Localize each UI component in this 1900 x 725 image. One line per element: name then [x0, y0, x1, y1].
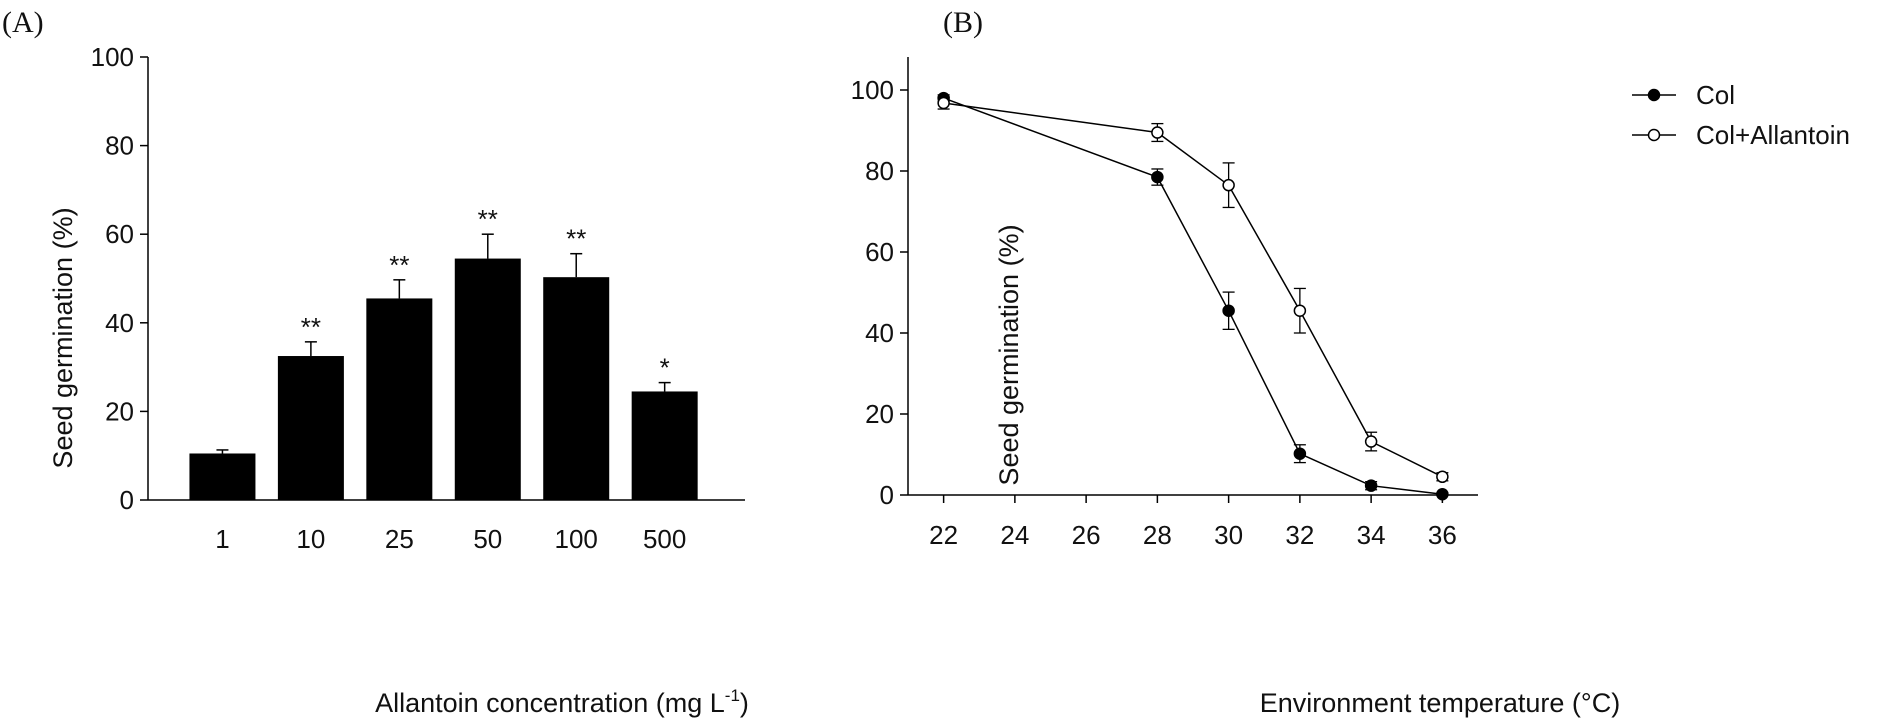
data-point-col [1293, 447, 1307, 460]
panel-a-y-tick-label: 20 [105, 396, 134, 426]
panel-a-significance-marks: ********* [301, 204, 670, 382]
data-point-col-allantoin [1293, 304, 1307, 317]
panel-a-significance-mark: ** [566, 224, 586, 254]
panel-b-x-tick-label: 22 [929, 520, 958, 550]
panel-b-x-tick-label: 30 [1214, 520, 1243, 550]
panel-a-x-tick-label: 500 [643, 524, 686, 554]
panel-b-y-ticks: 0 20 40 60 80 100 [851, 75, 908, 510]
panel-a-bar [189, 453, 256, 500]
panel-a-x-axis-label-tail: ) [740, 688, 749, 718]
panel-a-bar [277, 356, 344, 500]
panel-a-significance-mark: ** [389, 250, 409, 280]
legend-label-col-allantoin: Col+Allantoin [1696, 120, 1850, 150]
legend-marker-col-allantoin [1647, 128, 1661, 142]
panel-a-significance-mark: * [660, 353, 670, 383]
panel-b-x-tick-label: 36 [1428, 520, 1457, 550]
data-point-col-allantoin [1222, 178, 1235, 192]
panel-b-label: (B) [943, 6, 983, 39]
panel-a-label: (A) [2, 6, 44, 39]
panel-b-data-points [937, 91, 1449, 501]
data-point-col [1364, 479, 1378, 492]
series-line-col-allantoin [943, 102, 1443, 478]
data-point-col-allantoin [937, 96, 950, 110]
panel-a-error-bars [216, 233, 671, 454]
panel-b-x-tick-label: 24 [1000, 520, 1029, 550]
panel-a-bars [189, 258, 698, 500]
panel-a-x-tick-label: 10 [296, 524, 325, 554]
panel-b-y-axis-label: Seed germination (%) [994, 224, 1024, 485]
panel-a-x-tick-label: 25 [385, 524, 414, 554]
data-point-col-allantoin [1364, 435, 1378, 448]
panel-a-y-tick-label: 100 [91, 42, 134, 72]
panel-b-x-ticks: 22 24 26 28 30 32 34 36 [929, 495, 1457, 550]
panel-b-axes [907, 57, 1478, 496]
data-point-col-allantoin [1151, 126, 1164, 139]
panel-b-series-lines [943, 97, 1443, 495]
panel-a-bar [631, 391, 698, 500]
series-line-col [943, 97, 1443, 495]
panel-b-y-tick-label: 0 [880, 480, 894, 510]
panel-b-y-tick-label: 20 [865, 399, 894, 429]
panel-a-bar [454, 258, 521, 500]
panel-a-x-tick-label: 50 [473, 524, 502, 554]
panel-a-x-tick-label: 100 [555, 524, 598, 554]
panel-b: (B) 0 20 40 60 80 100 22 24 26 28 30 32 34 36 Seed g… [851, 6, 1850, 718]
panel-b-y-tick-label: 60 [865, 237, 894, 267]
panel-a-x-ticks: 1 10 25 50 100 500 [215, 524, 686, 554]
panel-a-x-axis-label-main: Allantoin concentration (mg L [375, 688, 725, 718]
data-point-col [1151, 170, 1164, 184]
panel-b-legend: Col Col+Allantoin [1632, 80, 1850, 150]
panel-a-x-axis-label: Allantoin concentration (mg L-1) [375, 686, 749, 718]
panel-b-x-axis-label: Environment temperature (°C) [1260, 688, 1620, 718]
legend-marker-col [1647, 88, 1661, 102]
panel-b-y-tick-label: 40 [865, 318, 894, 348]
panel-b-x-tick-label: 28 [1143, 520, 1172, 550]
panel-a-y-axis-label: Seed germination (%) [48, 207, 78, 468]
panel-a-significance-mark: ** [301, 312, 321, 342]
panel-a-x-axis-label-superscript: -1 [725, 686, 740, 705]
data-point-col [1222, 304, 1235, 317]
panel-a-y-tick-label: 0 [120, 485, 134, 515]
panel-a-y-tick-label: 80 [105, 131, 134, 161]
panel-b-x-tick-label: 32 [1285, 520, 1314, 550]
panel-a-significance-mark: ** [478, 204, 498, 234]
panel-a-x-tick-label: 1 [215, 524, 229, 554]
panel-b-x-tick-label: 26 [1072, 520, 1101, 550]
data-point-col [1436, 487, 1449, 501]
panel-a-bar [543, 277, 610, 500]
panel-b-y-tick-label: 80 [865, 156, 894, 186]
panel-a-bar [366, 298, 433, 500]
panel-b-x-tick-label: 34 [1357, 520, 1386, 550]
data-point-col-allantoin [1436, 470, 1449, 484]
panel-a-y-ticks: 0 20 40 60 80 100 [91, 42, 148, 515]
legend-label-col: Col [1696, 80, 1735, 110]
panel-a-y-tick-label: 40 [105, 308, 134, 338]
panel-b-y-tick-label: 100 [851, 75, 894, 105]
panel-a-y-tick-label: 60 [105, 219, 134, 249]
